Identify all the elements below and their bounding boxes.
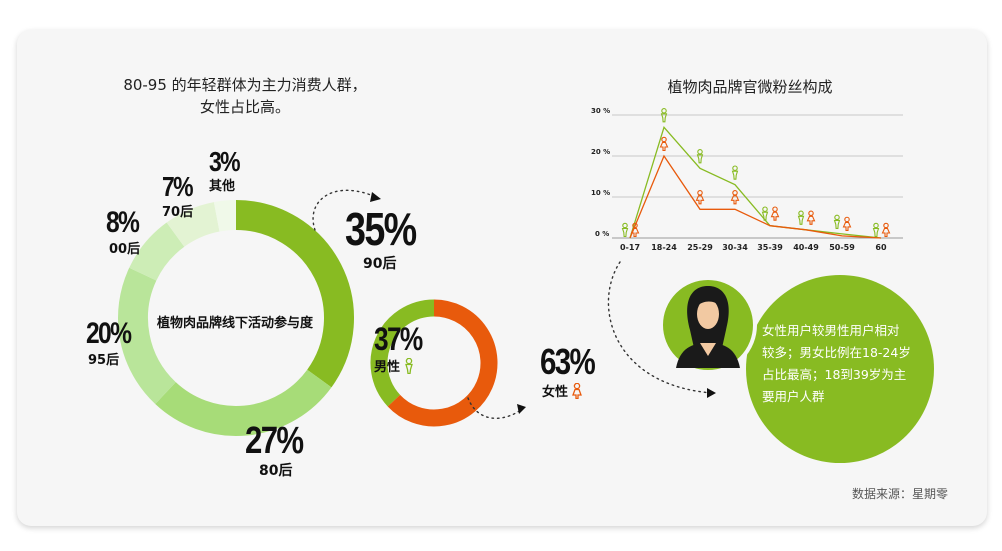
male-series-line: [629, 125, 882, 239]
slice-female: [387, 299, 498, 427]
female-marker-icon: [770, 206, 780, 221]
arrow-to-female: [467, 397, 523, 420]
bubble-line-1: 女性用户较男性用户相对: [762, 323, 900, 338]
female-marker-icon: [659, 136, 669, 152]
slice-00: [129, 222, 185, 281]
x-tick-label: 30-34: [722, 243, 748, 252]
cat-70: 70后: [162, 205, 194, 220]
x-tick-label: 0-17: [620, 243, 640, 252]
pct-7: 7%: [162, 171, 194, 202]
cat-00: 00后: [109, 242, 141, 257]
cat-female: 女性: [542, 385, 569, 400]
male-marker-icon: [761, 206, 769, 221]
arrow-head-90: [370, 192, 381, 202]
slice-70: [166, 202, 221, 248]
slice-90: [235, 200, 354, 388]
cat-95: 95后: [88, 353, 120, 368]
cat-other: 其他: [209, 179, 236, 194]
female-marker-icon: [806, 210, 816, 225]
arrow-head-female: [517, 404, 526, 414]
age-donut-chart: [118, 199, 354, 436]
y-tick-label: 0 %: [595, 230, 609, 238]
y-tick-label: 30 %: [591, 107, 610, 115]
arrow-to-bubble: [607, 261, 713, 394]
female-series-line: [629, 154, 882, 239]
male-marker-icon: [660, 108, 668, 123]
pct-20: 20%: [86, 317, 132, 350]
cat-male: 男性: [374, 360, 401, 375]
bubble-text: 女性用户较男性用户相对 较多；男女比例在18-24岁 占比最高；18到39岁为主…: [762, 320, 942, 408]
pct-male: 37%: [374, 321, 423, 357]
x-tick-label: 18-24: [651, 243, 677, 252]
label-female-group: 63% 女性: [540, 341, 606, 401]
label-8-group: 8% 00后: [106, 207, 145, 257]
female-marker-icon: [695, 190, 705, 205]
slice-other: [213, 199, 237, 232]
bubble-line-2: 较多；男女比例在18-24岁: [762, 345, 911, 360]
pct-35: 35%: [345, 203, 417, 255]
donut-center-label: 植物肉品牌线下活动参与度: [156, 316, 313, 331]
pct-27: 27%: [245, 420, 304, 462]
source-note: 数据来源：星期零: [852, 487, 949, 501]
gender-donut-chart: [370, 299, 498, 427]
bubble-line-4: 要用户人群: [762, 389, 825, 404]
pct-female: 63%: [540, 341, 596, 382]
label-3-group: 3% 其他: [209, 146, 245, 195]
pct-8: 8%: [106, 206, 140, 239]
bubble-circle: [746, 275, 934, 463]
y-tick-label: 10 %: [591, 189, 610, 197]
y-tick-label: 20 %: [591, 148, 610, 156]
arrow-head-bubble: [707, 388, 716, 398]
male-marker-icon: [621, 222, 629, 238]
right-heading: 植物肉品牌官微粉丝构成: [667, 78, 833, 96]
line-chart: 30 % 20 % 10 % 0 % 0-17 18-24 25-29 30-34 35-39 4…: [591, 107, 903, 252]
label-35-group: 35% 90后: [345, 205, 431, 273]
female-marker-icon: [730, 190, 740, 205]
pct-3: 3%: [209, 146, 241, 177]
male-icon: [405, 357, 413, 374]
arrow-to-90: [312, 189, 379, 231]
x-tick-label: 40-49: [793, 243, 819, 252]
left-heading: 80-95 的年轻群体为主力消费人群， 女性占比高。: [90, 74, 400, 118]
left-heading-line-1: 80-95 的年轻群体为主力消费人群，: [123, 76, 367, 94]
label-27-group: 27% 80后: [245, 422, 315, 480]
female-icon: [572, 382, 582, 399]
male-marker-icon: [731, 165, 739, 180]
cat-90: 90后: [363, 256, 397, 272]
female-marker-icon: [881, 222, 891, 238]
avatar-woman-icon: [676, 286, 740, 368]
x-tick-label: 60: [875, 243, 887, 252]
female-marker-icon: [842, 216, 852, 231]
male-marker-icon: [797, 210, 805, 225]
slice-95: [118, 267, 177, 405]
slice-male: [370, 299, 435, 407]
female-marker-icon: [630, 222, 640, 238]
cat-80: 80后: [259, 463, 293, 479]
label-male-group: 37% 男性: [374, 322, 432, 375]
bubble-line-3: 占比最高；18到39岁为主: [762, 367, 907, 382]
label-20-group: 20% 95后: [86, 318, 140, 368]
male-marker-icon: [696, 149, 704, 164]
x-tick-label: 50-59: [829, 243, 855, 252]
male-marker-icon: [872, 222, 880, 238]
x-tick-label: 35-39: [757, 243, 783, 252]
x-tick-label: 25-29: [687, 243, 713, 252]
male-marker-icon: [833, 214, 841, 229]
label-7-group: 7% 70后: [162, 171, 198, 221]
left-heading-line-2: 女性占比高。: [199, 98, 290, 116]
slice-80: [155, 369, 332, 436]
